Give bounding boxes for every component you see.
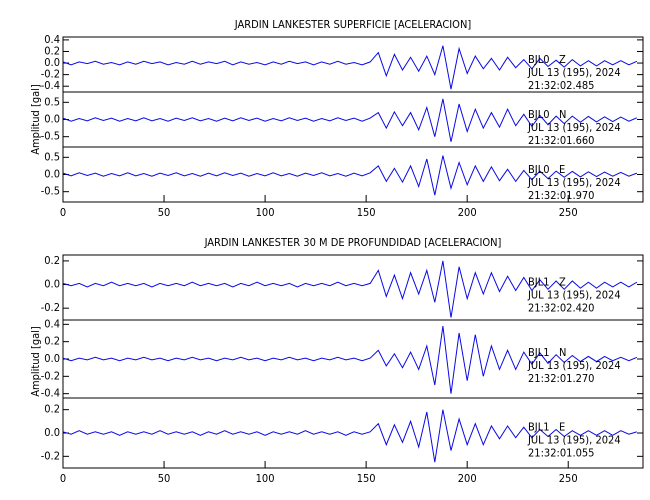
- chart-title: JARDIN LANKESTER 30 M DE PROFUNDIDAD [AC…: [204, 236, 502, 249]
- station-label: BJL0 E: [528, 163, 565, 176]
- date-label: JUL 13 (195), 2024: [527, 121, 621, 134]
- y-tick-label: 0.0: [44, 426, 60, 439]
- y-tick-label: 0.2: [44, 44, 60, 57]
- y-tick-label: 0.5: [44, 150, 60, 163]
- trace: [62, 45, 638, 90]
- y-tick-label: 0.4: [44, 317, 60, 330]
- y-tick-label: -0.2: [41, 449, 60, 462]
- trace: [62, 98, 638, 142]
- y-tick-label: -0.5: [41, 185, 60, 198]
- time-label: 21:32:02.485: [528, 79, 594, 92]
- y-tick-label: -0.2: [41, 369, 60, 382]
- station-label: BJL1 N: [528, 346, 566, 359]
- y-axis-label: Amplitud [gal]: [29, 84, 42, 155]
- x-tick-label: 150: [357, 206, 376, 219]
- x-tick-label: 150: [357, 472, 376, 485]
- y-tick-label: -0.4: [41, 387, 60, 400]
- y-tick-label: -0.2: [41, 301, 60, 314]
- x-tick-label: 0: [60, 206, 66, 219]
- x-tick-label: 250: [559, 472, 578, 485]
- time-label: 21:32:02.420: [528, 301, 594, 314]
- x-tick-label: 50: [158, 206, 171, 219]
- time-label: 21:32:01.660: [528, 134, 594, 147]
- time-label: 21:32:01.270: [528, 372, 594, 385]
- x-tick-label: 50: [158, 472, 171, 485]
- x-tick-label: 200: [458, 206, 477, 219]
- trace: [62, 409, 638, 463]
- x-tick-label: 200: [458, 472, 477, 485]
- y-tick-label: 0.0: [44, 168, 60, 181]
- y-tick-label: 0.0: [44, 56, 60, 69]
- y-tick-label: -0.4: [41, 79, 60, 92]
- y-tick-label: 0.2: [44, 403, 60, 416]
- trace: [62, 326, 638, 394]
- x-tick-label: 100: [256, 206, 275, 219]
- y-tick-label: 0.2: [44, 335, 60, 348]
- chart-title: JARDIN LANKESTER SUPERFICIE [ACELERACION…: [234, 18, 472, 31]
- date-label: JUL 13 (195), 2024: [527, 66, 621, 79]
- y-tick-label: 0.4: [44, 33, 60, 46]
- y-axis-label: Amplitud [gal]: [29, 326, 42, 397]
- y-tick-label: -0.2: [41, 68, 60, 81]
- station-label: BJL1 Z: [528, 275, 566, 288]
- x-tick-label: 100: [256, 472, 275, 485]
- y-tick-label: 0.0: [44, 113, 60, 126]
- station-label: BJL0 Z: [528, 53, 566, 66]
- station-label: BJL0 N: [528, 108, 566, 121]
- trace: [62, 155, 638, 196]
- trace: [62, 260, 638, 318]
- time-label: 21:32:01.970: [528, 189, 594, 202]
- x-tick-label: 250: [559, 206, 578, 219]
- y-tick-label: 0.0: [44, 278, 60, 291]
- y-tick-label: 0.2: [44, 254, 60, 267]
- y-tick-label: -0.5: [41, 130, 60, 143]
- y-tick-label: 0.0: [44, 352, 60, 365]
- time-label: 21:32:01.055: [528, 446, 594, 459]
- date-label: JUL 13 (195), 2024: [527, 433, 621, 446]
- date-label: JUL 13 (195), 2024: [527, 359, 621, 372]
- date-label: JUL 13 (195), 2024: [527, 176, 621, 189]
- station-label: BJL1 E: [528, 420, 565, 433]
- date-label: JUL 13 (195), 2024: [527, 288, 621, 301]
- y-tick-label: 0.5: [44, 95, 60, 108]
- x-tick-label: 0: [60, 472, 66, 485]
